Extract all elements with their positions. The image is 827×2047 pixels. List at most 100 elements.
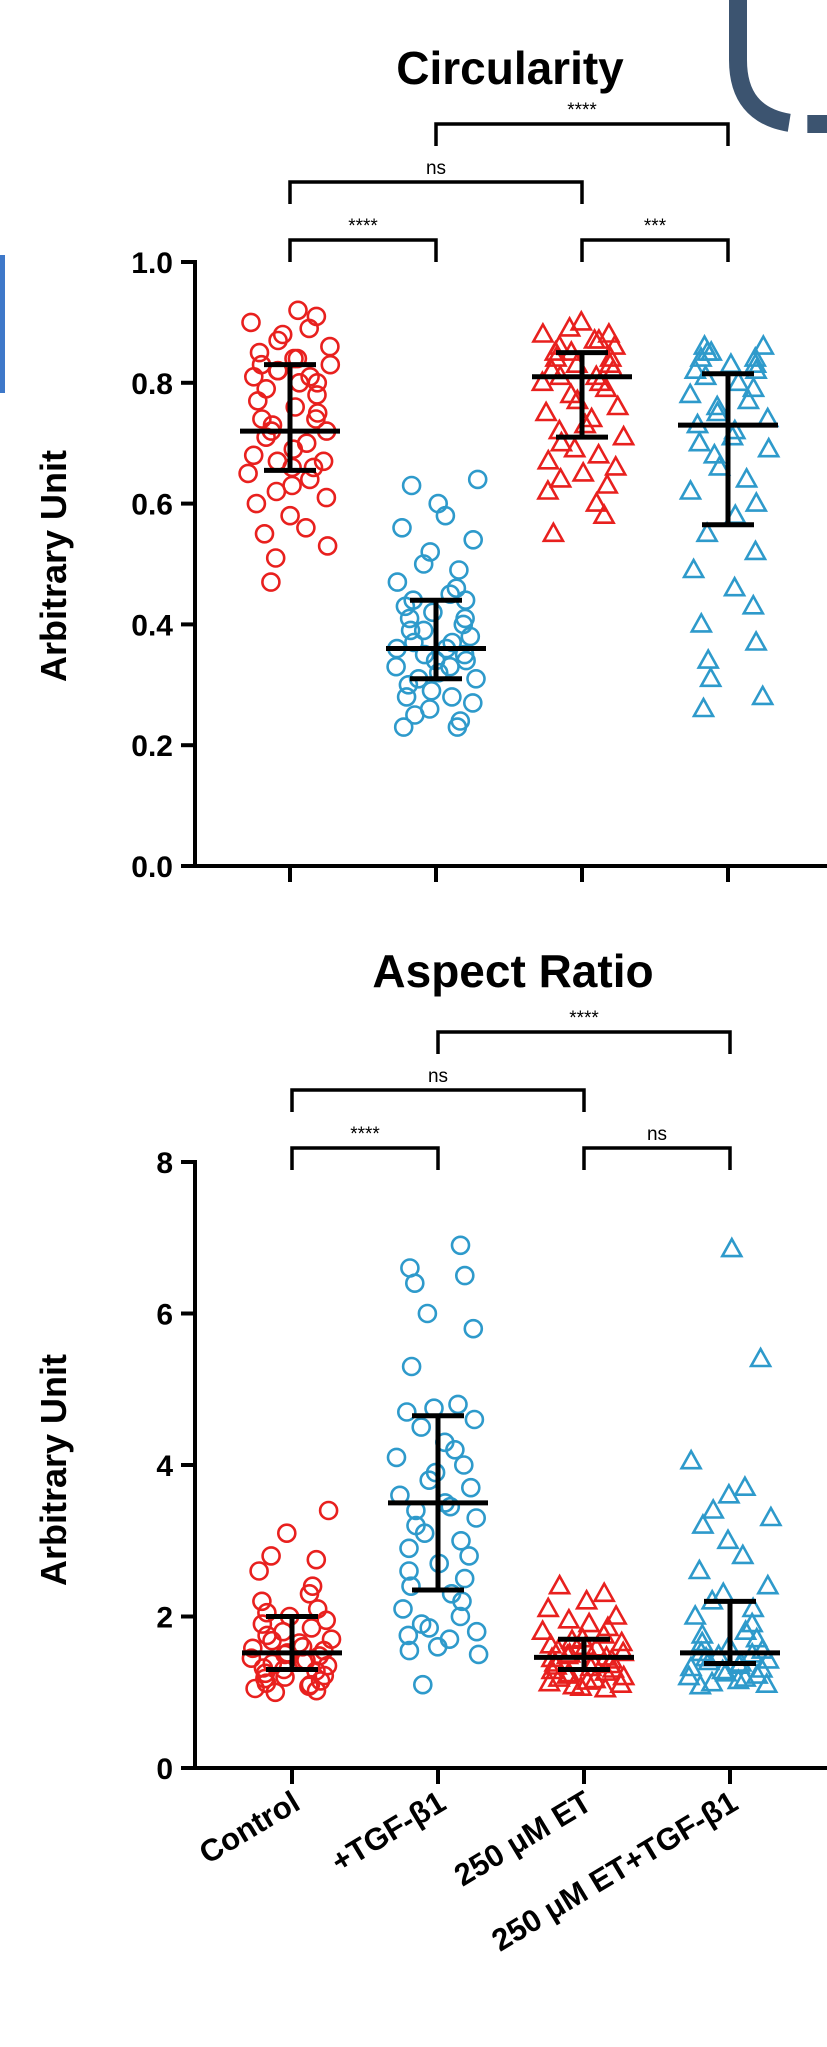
y-axis-label: Arbitrary Unit bbox=[33, 1354, 74, 1586]
data-point bbox=[562, 436, 587, 458]
data-point bbox=[386, 1447, 407, 1468]
data-point bbox=[448, 1394, 468, 1415]
data-point bbox=[547, 1573, 572, 1595]
significance-label: **** bbox=[567, 100, 597, 121]
data-point bbox=[453, 1455, 474, 1475]
significance-bracket bbox=[290, 1088, 586, 1112]
data-point bbox=[412, 1674, 433, 1695]
data-point bbox=[734, 466, 759, 488]
data-point bbox=[569, 1675, 593, 1696]
plot-area: 0.00.20.40.60.81.0**** ***ns**** bbox=[131, 100, 827, 884]
data-point bbox=[597, 321, 621, 343]
data-point bbox=[301, 1618, 322, 1638]
data-point bbox=[398, 1625, 419, 1646]
data-point bbox=[571, 460, 595, 482]
data-point bbox=[320, 336, 340, 357]
data-point bbox=[400, 620, 421, 641]
series-points bbox=[678, 333, 781, 718]
data-point bbox=[743, 352, 768, 374]
data-point bbox=[687, 1558, 712, 1580]
data-point bbox=[756, 1647, 781, 1669]
data-point bbox=[243, 445, 264, 466]
data-point bbox=[414, 1523, 435, 1543]
data-point bbox=[592, 503, 616, 525]
data-point bbox=[317, 536, 338, 556]
data-point bbox=[272, 324, 293, 345]
data-point bbox=[314, 1665, 335, 1686]
data-point bbox=[569, 309, 594, 331]
data-point bbox=[440, 656, 460, 677]
chart-circularity: Circularity Arbitrary Unit 0.0 0.2 0.4 0.6 0… bbox=[33, 42, 827, 884]
data-point bbox=[748, 1346, 773, 1368]
data-point bbox=[466, 1508, 487, 1528]
data-point bbox=[691, 696, 716, 718]
data-point bbox=[689, 345, 713, 367]
data-point bbox=[541, 521, 566, 543]
data-point bbox=[736, 388, 761, 410]
significance-label: *** bbox=[644, 216, 667, 237]
data-point bbox=[401, 1356, 422, 1377]
data-point bbox=[731, 1543, 755, 1565]
data-point bbox=[399, 1538, 419, 1559]
data-point bbox=[401, 475, 422, 496]
data-point bbox=[536, 448, 561, 470]
data-point bbox=[266, 481, 287, 502]
data-point bbox=[427, 1637, 448, 1657]
data-point bbox=[678, 382, 702, 404]
data-point bbox=[396, 1402, 417, 1422]
data-point bbox=[594, 376, 618, 398]
data-point bbox=[450, 1235, 471, 1256]
data-point bbox=[750, 1637, 775, 1659]
significance-label: ns bbox=[428, 1066, 448, 1087]
data-point bbox=[423, 602, 443, 623]
data-point bbox=[261, 572, 281, 592]
data-point bbox=[741, 376, 766, 398]
data-point bbox=[396, 687, 417, 707]
data-point bbox=[459, 1546, 479, 1566]
significance-bracket bbox=[434, 122, 730, 146]
data-point bbox=[759, 1505, 783, 1527]
significance-label: **** bbox=[350, 1124, 380, 1145]
data-point bbox=[577, 1611, 601, 1633]
data-point bbox=[307, 385, 327, 405]
chart-aspect-ratio: Aspect Ratio Arbitrary Unit 0 2 4 6 8 **** ns n… bbox=[33, 945, 827, 1786]
data-point bbox=[466, 668, 486, 689]
significance-label: ns bbox=[647, 1124, 667, 1145]
chart-title: Aspect Ratio bbox=[372, 945, 653, 997]
data-point bbox=[404, 1273, 425, 1293]
data-point bbox=[744, 358, 768, 380]
data-point bbox=[726, 1668, 751, 1690]
data-point bbox=[705, 400, 730, 422]
data-point bbox=[573, 412, 597, 434]
data-point bbox=[299, 1584, 320, 1604]
data-point bbox=[750, 684, 775, 706]
data-point bbox=[733, 1665, 757, 1687]
data-point bbox=[316, 1610, 337, 1631]
data-point bbox=[243, 1638, 263, 1659]
data-point bbox=[714, 1660, 738, 1682]
data-point bbox=[252, 409, 272, 429]
data-point bbox=[700, 1670, 724, 1692]
data-point bbox=[399, 1561, 419, 1581]
data-point bbox=[449, 560, 469, 580]
data-point bbox=[463, 1318, 484, 1339]
data-point bbox=[413, 620, 434, 641]
data-point bbox=[531, 321, 555, 343]
data-point bbox=[716, 1528, 740, 1550]
data-point bbox=[705, 394, 729, 416]
data-point bbox=[303, 457, 324, 478]
category-label-control: Control bbox=[193, 1784, 305, 1871]
data-point bbox=[262, 1630, 282, 1651]
data-point bbox=[726, 370, 751, 392]
data-point bbox=[592, 1581, 616, 1603]
data-point bbox=[462, 693, 483, 713]
data-point bbox=[421, 680, 442, 701]
data-point bbox=[417, 1303, 438, 1324]
data-point bbox=[741, 593, 766, 615]
series-points bbox=[530, 1573, 636, 1698]
significance-bracket bbox=[580, 238, 730, 262]
data-point bbox=[435, 505, 456, 526]
data-point bbox=[603, 454, 628, 476]
data-point bbox=[549, 430, 574, 452]
data-point bbox=[413, 554, 434, 574]
